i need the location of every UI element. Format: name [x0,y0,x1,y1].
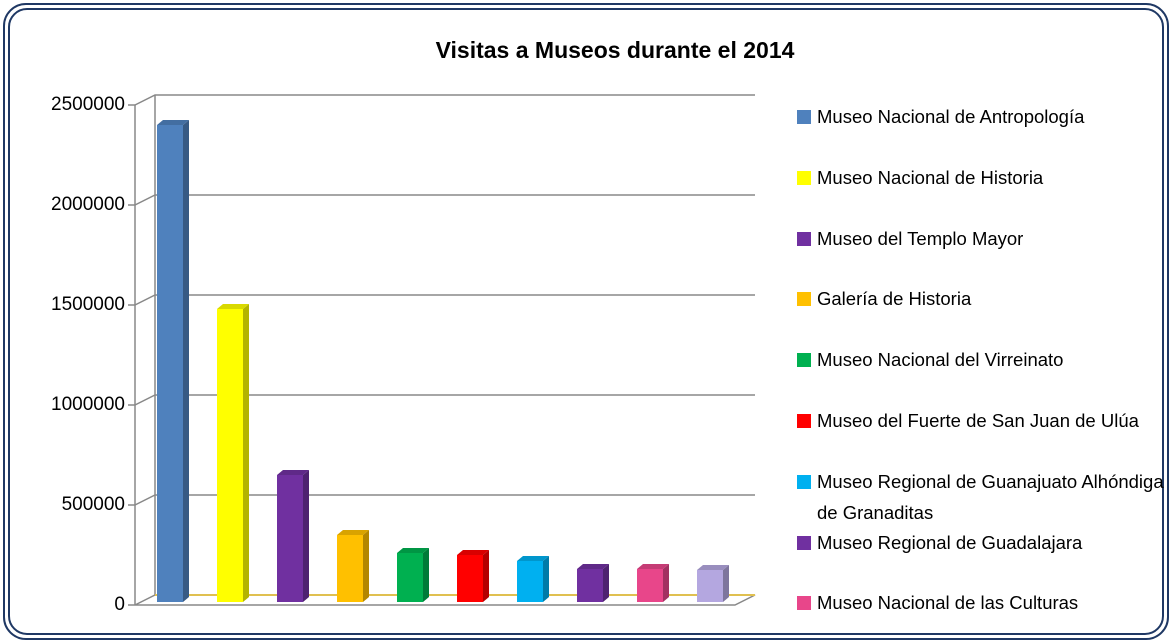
grid-line [134,94,755,106]
bar-top [637,564,669,569]
legend-label: Museo Regional de Guadalajara [817,531,1083,553]
legend-item: Galería de Historia [797,283,1167,344]
bar-side [303,470,309,602]
bar-front [397,553,423,602]
bar [217,304,249,602]
outer-border [3,3,1169,640]
bar-top [517,556,549,561]
legend-item: Museo Nacional de Historia [797,162,1167,223]
bar-side [663,564,669,602]
chart-title: Visitas a Museos durante el 2014 [436,37,795,63]
bar-top [337,530,369,535]
bar [157,120,189,602]
bar [697,565,729,602]
legend-swatch [797,596,811,611]
legend-label: Galería de Historia [817,288,972,310]
bar [277,470,309,602]
bar-front [277,475,303,602]
bar-front [577,569,603,602]
bar-top [577,564,609,569]
grid-line [134,494,755,506]
y-tick-label: 0 [114,594,125,615]
y-tick-label: 1500000 [51,294,125,315]
legend-item: Museo del Templo Mayor [797,223,1167,284]
bar-side [183,120,189,602]
bar-side [243,304,249,602]
bar-side [423,548,429,602]
legend-label: Museo Nacional de Antropología [817,106,1085,127]
legend-item: Museo del Fuerte de San Juan de Ulúa [797,405,1167,466]
bar-side [723,565,729,602]
bar-top [697,565,729,570]
bar-side [543,556,549,602]
legend-item: Museo Nacional del Virreinato [797,344,1167,405]
legend: Museo Nacional de Antropología Museo Naci… [797,101,1167,643]
bar-top [157,120,189,125]
legend-swatch [797,535,811,550]
legend-swatch [797,413,811,428]
grid-line [134,294,755,306]
y-tick-label: 500000 [62,494,125,515]
bar-front [697,570,723,602]
legend-swatch [797,474,811,489]
legend-label: Museo del Fuerte de San Juan de Ulúa [817,409,1139,431]
legend-swatch [797,110,811,124]
bar-side [483,550,489,602]
bar-top [217,304,249,309]
bar-side [603,564,609,602]
bar-front [637,569,663,602]
legend-item: Museo Nacional de las Culturas [797,587,1167,643]
bar [397,548,429,602]
legend-label: Museo del Templo Mayor [817,227,1024,249]
legend-swatch [797,170,811,185]
legend-label: Museo Regional de Guanajuato Alhóndiga d… [817,470,1164,523]
legend-item: Museo Regional de Guadalajara [797,527,1167,588]
y-tick-label: 2500000 [51,94,125,115]
legend-swatch [797,292,811,307]
bar-front [337,535,363,602]
y-tick-label: 1000000 [51,394,125,415]
legend-label: Museo Nacional del Virreinato [817,349,1064,371]
y-tick-label: 2000000 [51,194,125,215]
bar-top [277,470,309,475]
bar [517,556,549,602]
bar-front [157,125,183,602]
legend-item: Museo Nacional de Antropología [797,101,1167,162]
inner-border [8,8,1164,635]
legend-swatch [797,353,811,368]
bar [637,564,669,602]
bar [457,550,489,602]
bar-front [517,561,543,602]
grid-line [134,394,755,406]
legend-swatch [797,231,811,246]
bar-top [457,550,489,555]
grid-line [134,194,755,206]
bar-front [457,555,483,602]
bar [577,564,609,602]
bar-front [217,309,243,602]
bar [337,530,369,602]
legend-item: Museo Regional de Guanajuato Alhóndiga d… [797,466,1167,527]
legend-label: Museo Nacional de las Culturas [817,592,1079,614]
bar-top [397,548,429,553]
bar-side [363,530,369,602]
legend-label: Museo Nacional de Historia [817,166,1044,188]
